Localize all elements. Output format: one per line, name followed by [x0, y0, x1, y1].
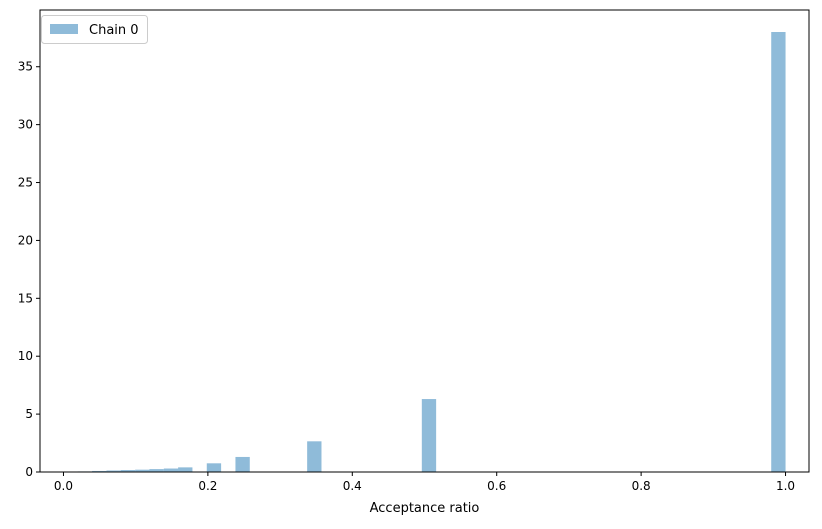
y-tick-label-2: 10: [18, 349, 33, 363]
x-tick-label-5: 1.0: [776, 479, 795, 493]
y-tick-label-5: 25: [18, 176, 33, 190]
y-tick-label-6: 30: [18, 118, 33, 132]
y-tick-label-4: 20: [18, 233, 33, 247]
histogram-bar-7: [164, 469, 178, 472]
y-tick-label-1: 5: [25, 407, 33, 421]
ticks-layer: 0.0 0.2 0.4 0.6 0.8 1.0 0 5 10 15 20 25 30 35: [18, 60, 795, 493]
histogram-bar-9: [207, 463, 221, 472]
x-tick-label-3: 0.6: [487, 479, 506, 493]
x-axis-label: Acceptance ratio: [370, 501, 480, 516]
x-tick-label-2: 0.4: [343, 479, 362, 493]
x-tick-label-4: 0.8: [632, 479, 651, 493]
legend-swatch: [50, 24, 78, 34]
legend: Chain 0: [42, 16, 148, 44]
y-tick-label-0: 0: [25, 465, 33, 479]
histogram-bar-10: [235, 457, 249, 472]
x-tick-label-1: 0.2: [198, 479, 217, 493]
x-tick-label-0: 0.0: [54, 479, 73, 493]
histogram-bar-8: [178, 467, 192, 472]
histogram-bar-12: [422, 399, 436, 472]
y-tick-label-7: 35: [18, 60, 33, 74]
y-tick-label-3: 15: [18, 291, 33, 305]
legend-label: Chain 0: [89, 23, 139, 38]
histogram-bar-11: [307, 441, 321, 472]
histogram-bar-13: [771, 32, 785, 472]
bars-layer: [63, 32, 785, 472]
